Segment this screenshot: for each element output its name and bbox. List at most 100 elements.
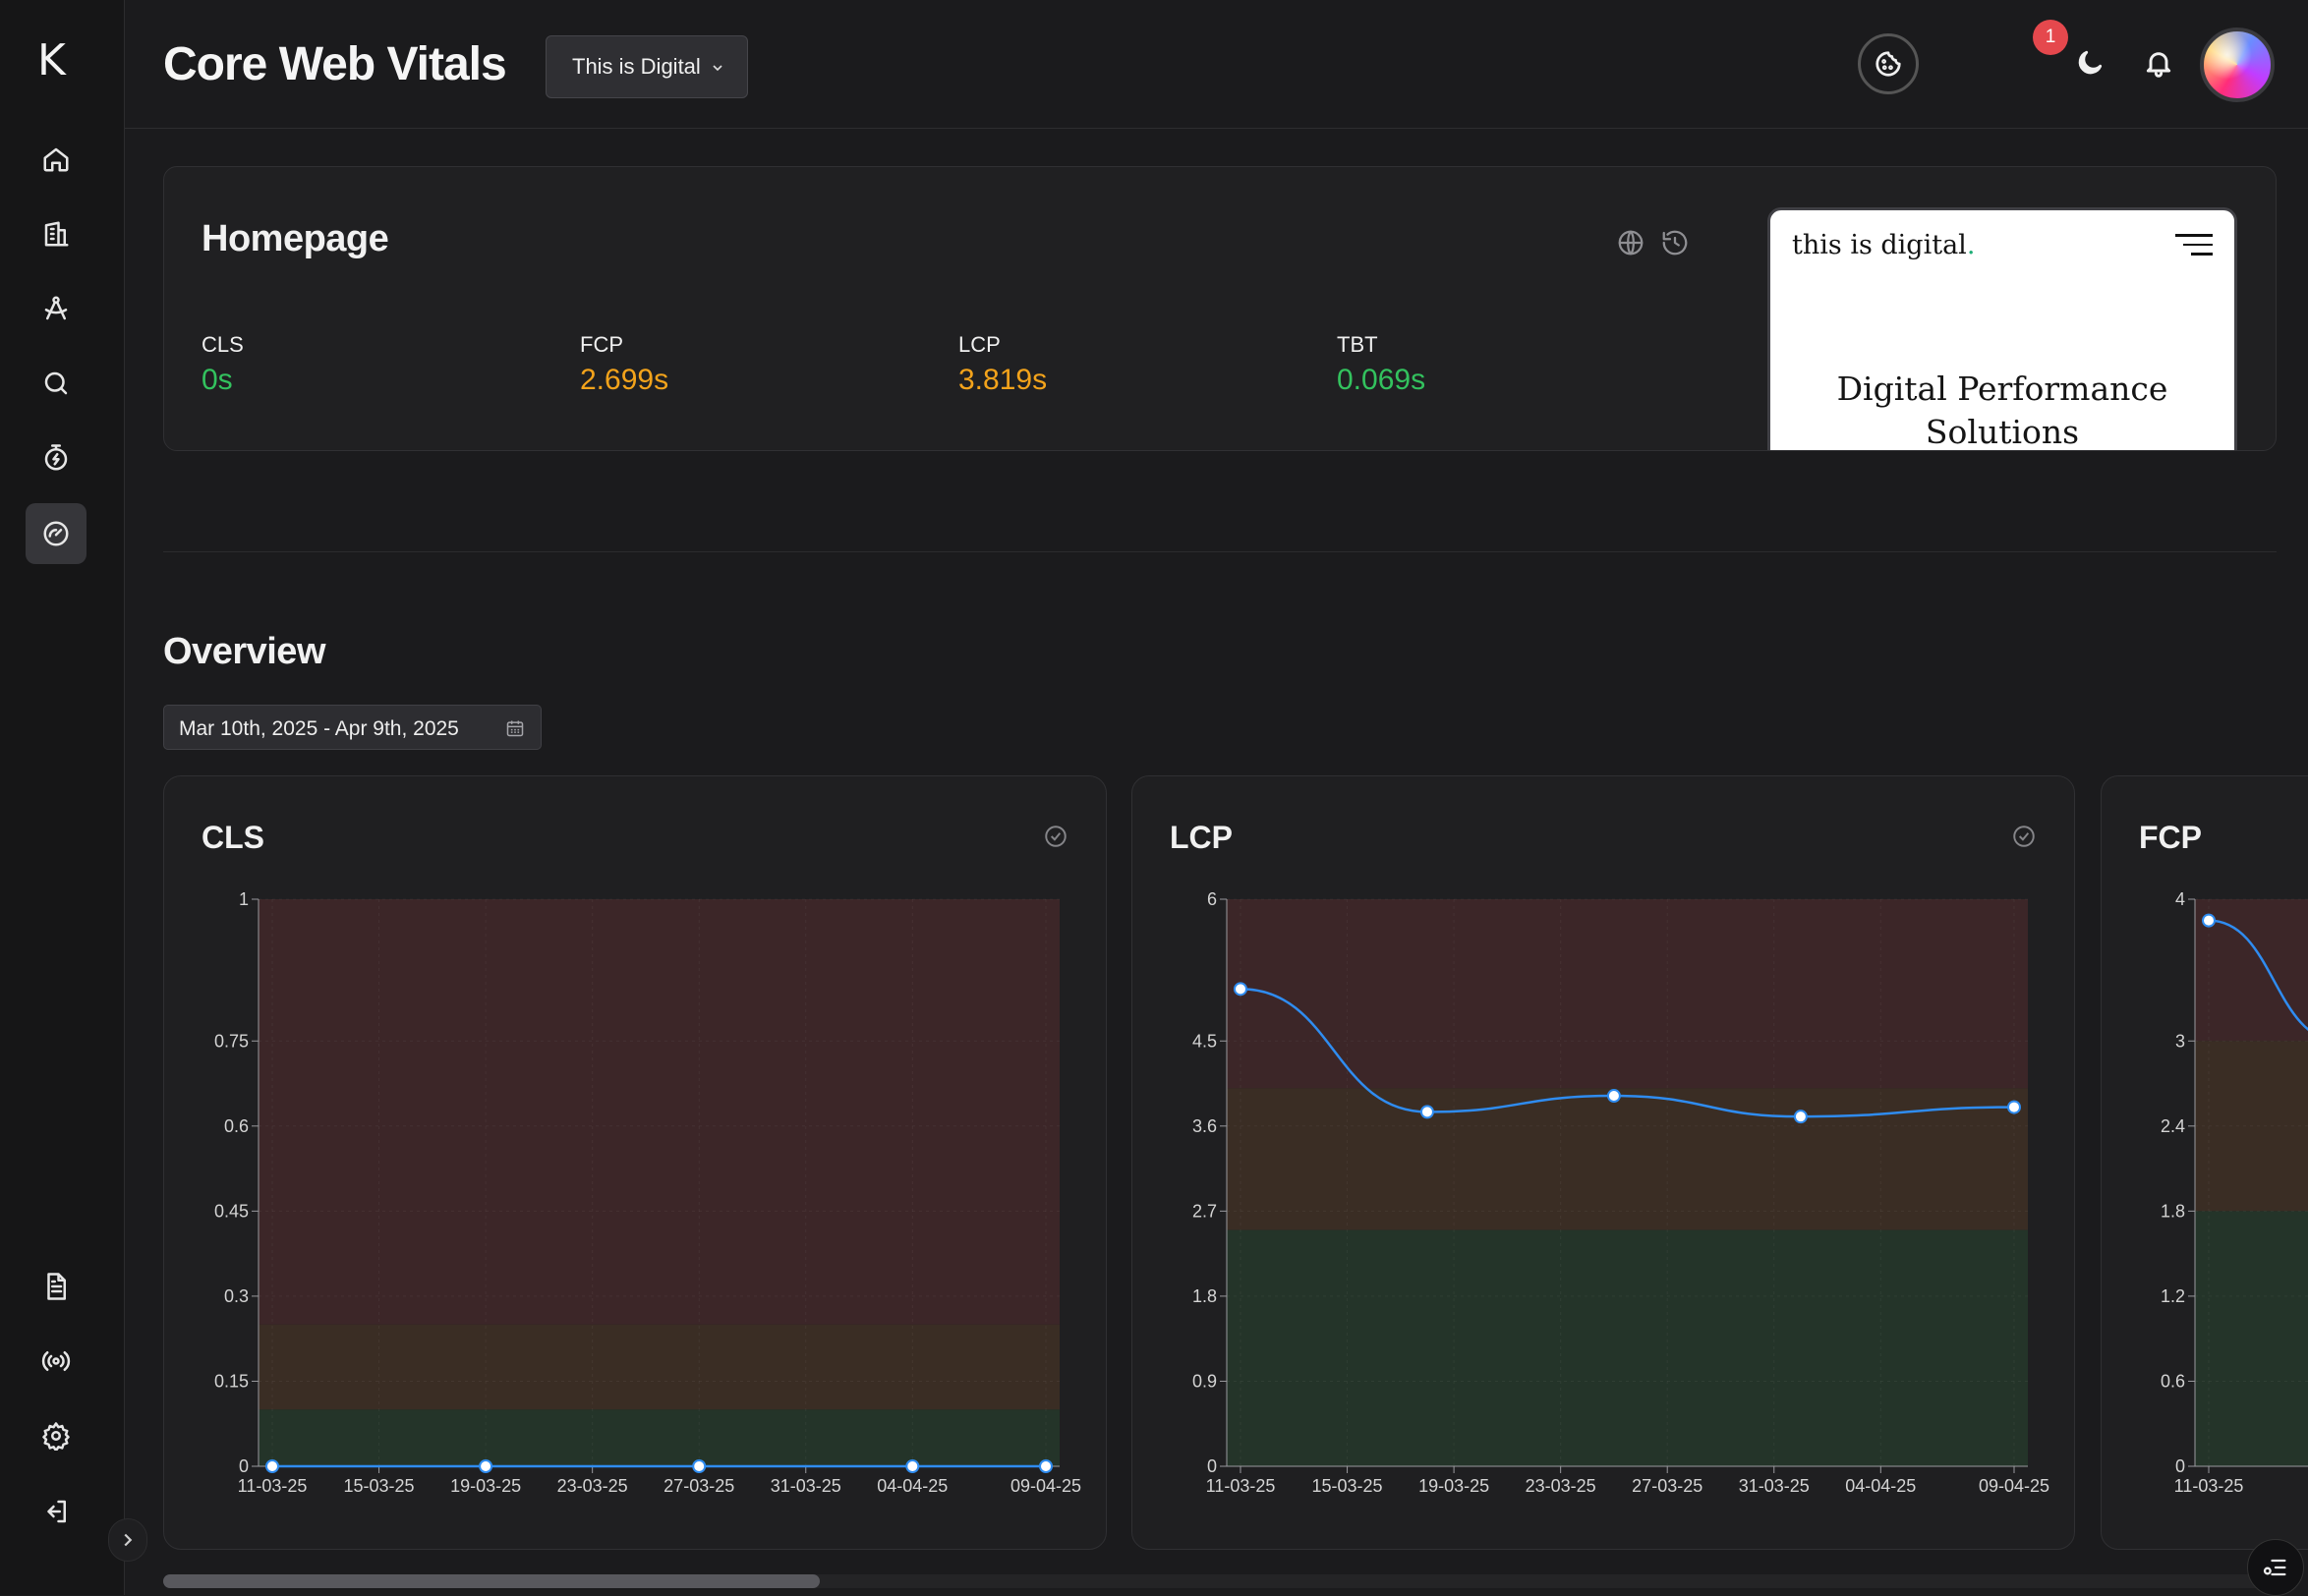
x-tick-label: 04-04-25	[1845, 1476, 1916, 1496]
y-tick-label: 0.6	[224, 1116, 249, 1136]
list-icon	[2263, 1559, 2286, 1576]
poor-zone	[259, 899, 1060, 1325]
homepage-card: Homepage CLS 0s FCP 2.699s LCP 3.819s TB…	[163, 166, 2277, 451]
data-point	[2007, 1100, 2021, 1114]
sidebar-item-settings[interactable]	[26, 1405, 87, 1466]
y-tick-label: 0.3	[224, 1286, 249, 1306]
series-line	[2208, 919, 2308, 1032]
x-tick-label: 23-03-25	[1526, 1476, 1596, 1496]
metric-value: 0s	[202, 364, 233, 396]
good-zone	[259, 1409, 1060, 1466]
data-point	[479, 1459, 493, 1473]
x-tick-label: 09-04-25	[1979, 1476, 2049, 1496]
task-list-button[interactable]	[2247, 1539, 2304, 1596]
x-tick-label: 23-03-25	[557, 1476, 628, 1496]
y-tick-label: 1.8	[1192, 1286, 1217, 1306]
metric-value: 2.699s	[580, 364, 669, 396]
metric-label: TBT	[1337, 332, 1378, 357]
good-zone	[2195, 1211, 2308, 1466]
sidebar: K	[0, 0, 125, 1595]
sidebar-expand-button[interactable]	[108, 1518, 147, 1562]
bell-icon	[2146, 52, 2171, 78]
needs-improvement-zone	[1227, 1088, 2028, 1230]
sidebar-item-home[interactable]	[26, 129, 87, 190]
x-tick-label: 11-03-25	[238, 1476, 308, 1496]
data-point	[1419, 1105, 1434, 1119]
metric-lcp: LCP 3.819s	[958, 332, 1047, 397]
sidebar-item-buildings[interactable]	[26, 203, 87, 264]
chart-card-fcp: FCP 0 0.6 1.2 1.8 2.4 3 4 11-03-25	[2101, 775, 2308, 1550]
site-select[interactable]: This is Digital	[546, 35, 748, 98]
dark-mode-toggle[interactable]	[2070, 43, 2109, 83]
data-point	[1234, 982, 1247, 997]
history-button[interactable]	[1660, 228, 1690, 257]
y-tick-label: 0.9	[1192, 1371, 1217, 1391]
chart-card-cls: CLS 0 0.15 0.3 0.45 0.6 0.75 1 11-03-25 15-03-25…	[163, 775, 1107, 1550]
metric-label: CLS	[202, 332, 244, 357]
date-range-picker[interactable]: Mar 10th, 2025 - Apr 9th, 2025	[163, 705, 542, 750]
y-tick-label: 2.7	[1192, 1201, 1217, 1221]
hamburger-icon	[2175, 234, 2213, 262]
sidebar-item-design[interactable]	[26, 278, 87, 339]
y-tick-label: 3	[2175, 1031, 2185, 1051]
building-icon	[44, 221, 69, 247]
y-tick-label: 6	[1207, 889, 1217, 909]
compass-icon	[44, 296, 68, 320]
needs-improvement-zone	[259, 1324, 1060, 1410]
check-circle-icon	[2011, 824, 2037, 849]
needs-improvement-zone	[2195, 1041, 2308, 1212]
page-title: Core Web Vitals	[163, 38, 507, 90]
document-icon	[47, 1273, 66, 1300]
overview-title: Overview	[163, 631, 326, 672]
metric-cls: CLS 0s	[202, 332, 244, 397]
data-point	[905, 1459, 920, 1473]
preview-brand: this is digital.	[1792, 230, 1976, 260]
x-tick-label: 04-04-25	[877, 1476, 948, 1496]
sidebar-item-core-web-vitals[interactable]	[26, 503, 87, 564]
metric-value: 3.819s	[958, 364, 1048, 396]
notification-badge: 1	[2033, 20, 2068, 55]
gauge-icon	[43, 521, 69, 546]
history-icon	[1662, 230, 1688, 256]
x-tick-label: 19-03-25	[1418, 1476, 1489, 1496]
date-range-value: Mar 10th, 2025 - Apr 9th, 2025	[179, 717, 459, 740]
homepage-title: Homepage	[202, 218, 389, 259]
metric-label: FCP	[580, 332, 623, 357]
horizontal-scrollbar[interactable]	[163, 1574, 2296, 1588]
calendar-icon	[506, 720, 524, 737]
sidebar-item-broadcast[interactable]	[26, 1331, 87, 1392]
y-tick-label: 1.8	[2161, 1201, 2185, 1221]
sidebar-item-logout[interactable]	[26, 1481, 87, 1542]
data-point	[1793, 1110, 1808, 1124]
y-tick-label: 2.4	[2161, 1116, 2185, 1136]
cookie-button[interactable]	[1858, 33, 1919, 94]
x-tick-label: 19-03-25	[450, 1476, 521, 1496]
site-select-value: This is Digital	[572, 54, 701, 79]
scrollbar-thumb[interactable]	[163, 1574, 820, 1588]
data-point	[265, 1459, 279, 1473]
check-circle-icon	[1043, 824, 1068, 849]
app-logo[interactable]: K	[37, 35, 66, 86]
globe-button[interactable]	[1616, 228, 1645, 257]
stopwatch-icon	[44, 444, 68, 471]
cls-chart: 0 0.15 0.3 0.45 0.6 0.75 1 11-03-25 15-03-25 19-0…	[214, 889, 1081, 1496]
chevron-right-icon	[124, 1533, 133, 1547]
sidebar-item-reports[interactable]	[26, 1256, 87, 1317]
metric-value: 0.069s	[1337, 364, 1426, 396]
chart-title: LCP	[1170, 820, 1233, 855]
avatar[interactable]	[2200, 28, 2275, 102]
y-tick-label: 0.45	[214, 1201, 249, 1221]
sidebar-item-speed[interactable]	[26, 428, 87, 488]
metric-label: LCP	[958, 332, 1001, 357]
y-tick-label: 3.6	[1192, 1116, 1217, 1136]
notifications-button[interactable]	[2139, 43, 2178, 83]
logout-icon	[47, 1500, 66, 1523]
page-preview[interactable]: this is digital. Digital Performance Solu…	[1767, 207, 2237, 450]
chart-card-lcp: LCP 0 0.9 1.8 2.7 3.6 4.5 6 11-03-25 15-03-25 19-…	[1131, 775, 2075, 1550]
chevron-down-icon	[713, 65, 722, 72]
y-tick-label: 0.15	[214, 1371, 249, 1391]
x-tick-label: 11-03-25	[2174, 1476, 2244, 1496]
cookie-icon	[1875, 51, 1901, 77]
sidebar-item-search[interactable]	[26, 353, 87, 414]
x-tick-label: 31-03-25	[1739, 1476, 1810, 1496]
